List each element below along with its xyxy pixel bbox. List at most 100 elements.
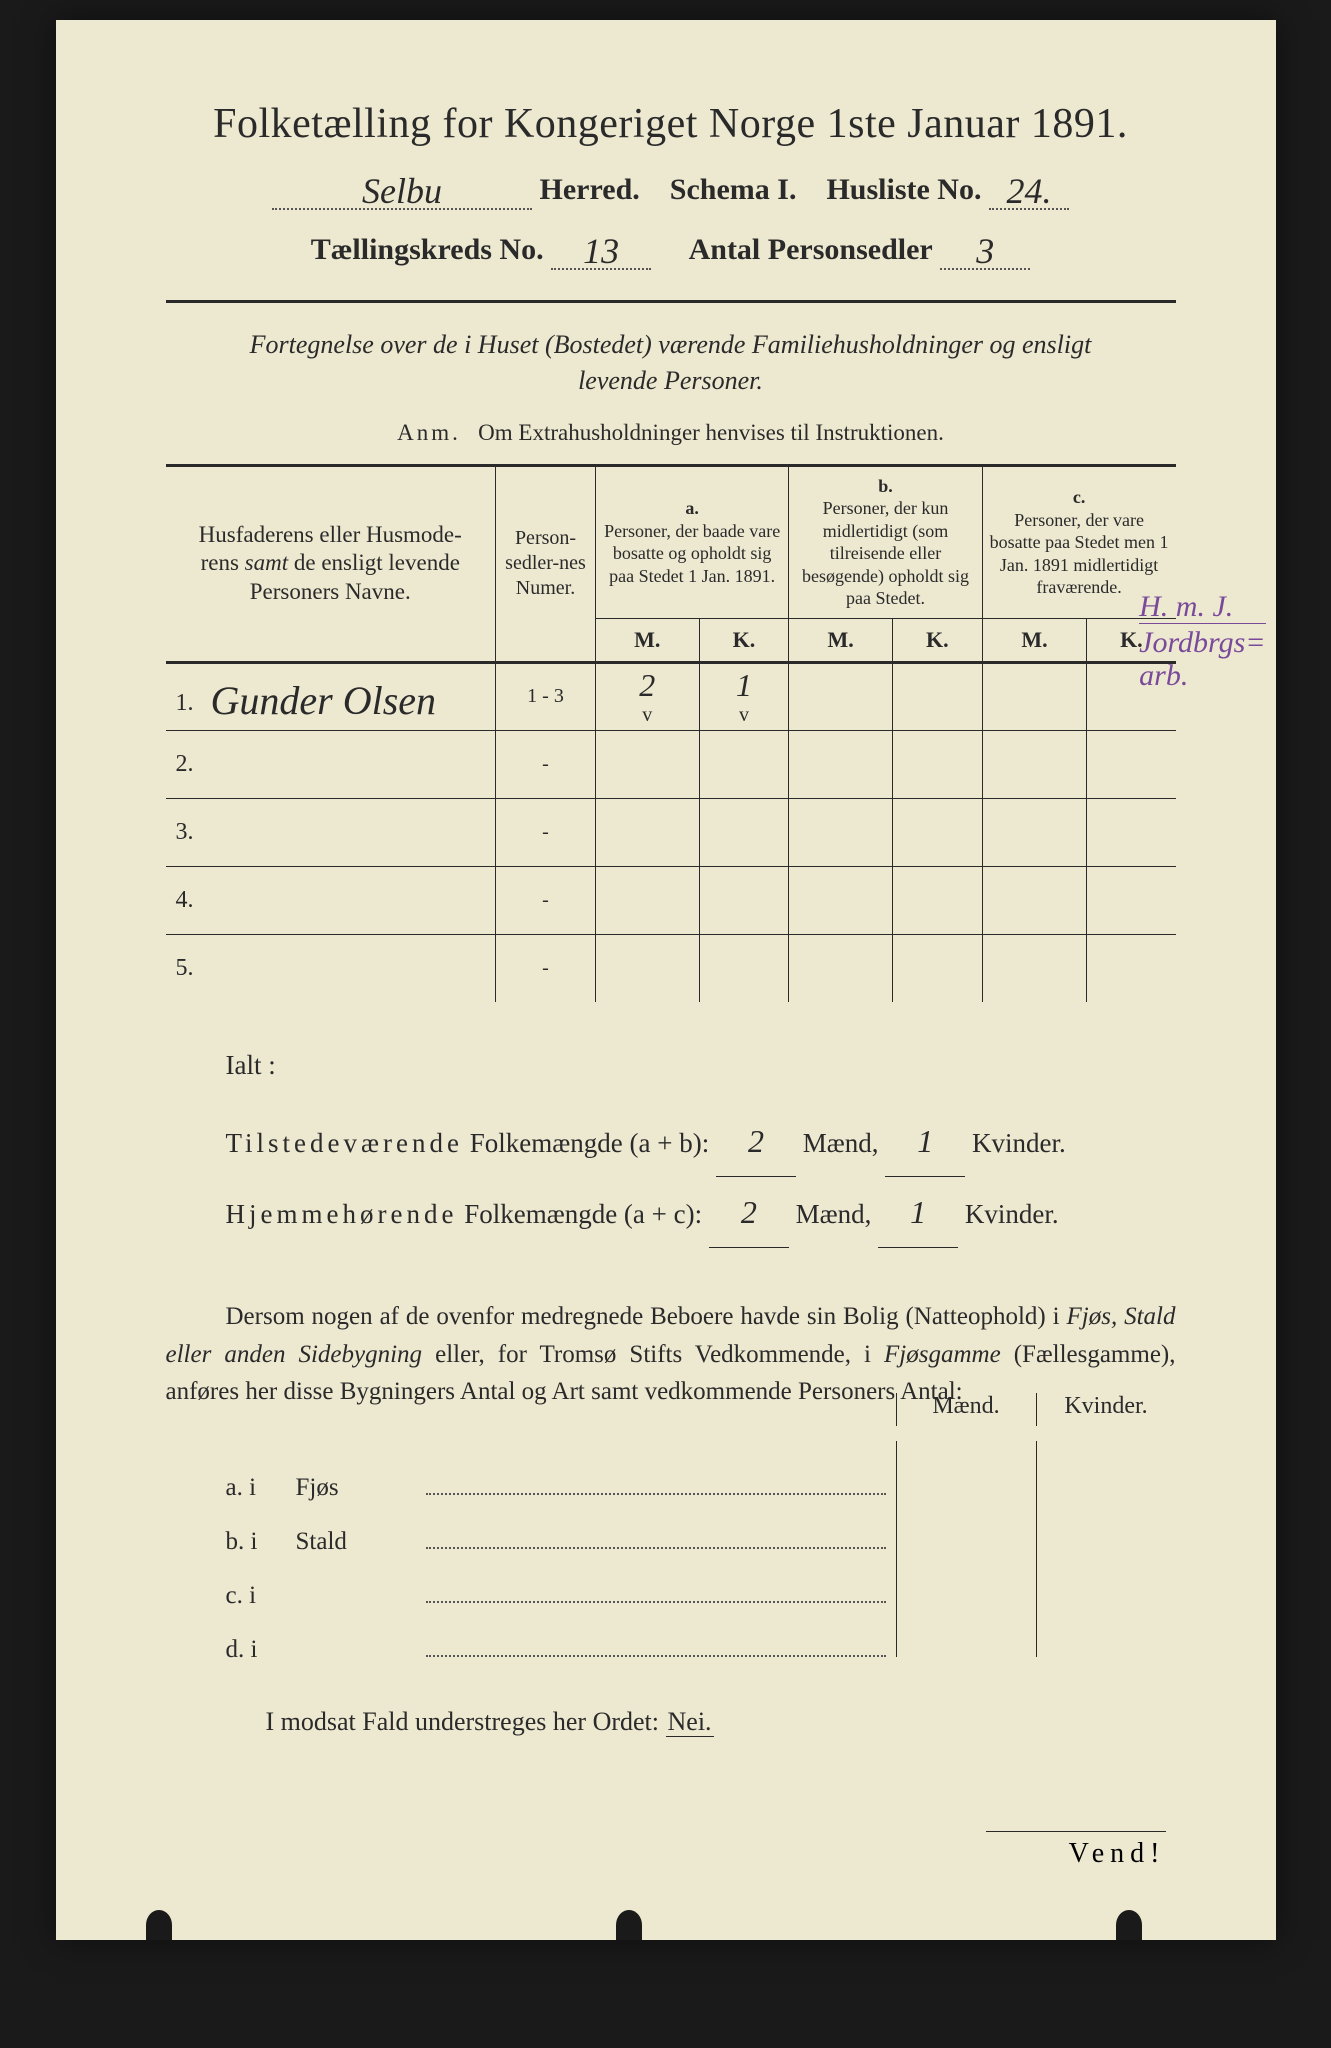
- maend-label: Mænd,: [796, 1199, 872, 1229]
- a-m: M.: [596, 618, 700, 662]
- bm-cell: [789, 662, 893, 730]
- header-line-3: Tællingskreds No. 13 Antal Personsedler …: [166, 226, 1176, 270]
- ialt-r2k: 1: [910, 1194, 926, 1230]
- herred-handwritten: Selbu: [362, 171, 442, 211]
- nei-pre: I modsat Fald understreges her Ordet:: [266, 1707, 660, 1736]
- subtitle: Fortegnelse over de i Huset (Bostedet) v…: [166, 327, 1176, 400]
- c-m: M.: [982, 618, 1087, 662]
- anm-text: Om Extrahusholdninger henvises til Instr…: [478, 420, 944, 445]
- ialt-r1-label: Tilstedeværende: [226, 1128, 464, 1158]
- b-label: b.: [878, 476, 893, 496]
- abcd-row-c: c. i: [226, 1549, 1176, 1603]
- ialt-block: Ialt : Tilstedeværende Folkemængde (a + …: [226, 1036, 1176, 1248]
- kvinder-label: Kvinder.: [972, 1128, 1066, 1158]
- a-k: K.: [699, 618, 789, 662]
- ck-cell: [1087, 798, 1176, 866]
- am-cell: [596, 798, 700, 866]
- header-line-2: Selbu Herred. Schema I. Husliste No. 24.: [166, 166, 1176, 210]
- am-cell: [596, 866, 700, 934]
- schema-label: Schema I.: [670, 173, 797, 206]
- a-label: a.: [685, 498, 699, 518]
- main-title: Folketælling for Kongeriget Norge 1ste J…: [166, 100, 1176, 148]
- col-numer-head: Person-sedler-nes Numer.: [496, 465, 596, 662]
- nei-line: I modsat Fald understreges her Ordet: Ne…: [266, 1707, 1176, 1737]
- subtitle-l1: Fortegnelse over de i Huset (Bostedet) v…: [250, 330, 1092, 359]
- ialt-r2-label: Hjemmehørende: [226, 1199, 458, 1229]
- table-row: 5. -: [166, 934, 1176, 1002]
- dots: [426, 1475, 886, 1495]
- ak-val: 1: [736, 667, 752, 703]
- mk-cols: [896, 1603, 1176, 1657]
- husliste-label: Husliste No.: [826, 173, 981, 206]
- ialt-r1m: 2: [748, 1123, 764, 1159]
- table-row: 2. -: [166, 730, 1176, 798]
- anm-line: Anm. Om Extrahusholdninger henvises til …: [166, 420, 1176, 446]
- ak-cell: [699, 730, 789, 798]
- ialt-row-2: Hjemmehørende Folkemængde (a + c): 2 Mæn…: [226, 1177, 1176, 1248]
- bm-cell: [789, 934, 893, 1002]
- dots: [426, 1583, 886, 1603]
- table-row: 3. -: [166, 798, 1176, 866]
- anm-prefix: Anm.: [397, 420, 461, 445]
- ialt-r2m: 2: [741, 1194, 757, 1230]
- numer-cell: -: [496, 798, 596, 866]
- tear-mark: [1116, 1910, 1142, 1940]
- ialt-r1k: 1: [917, 1123, 933, 1159]
- subtitle-l2: levende Personer.: [578, 366, 763, 395]
- tear-mark: [146, 1910, 172, 1940]
- cm-cell: [982, 934, 1087, 1002]
- table-row: 4. -: [166, 866, 1176, 934]
- cm-cell: [982, 866, 1087, 934]
- tear-mark: [616, 1910, 642, 1940]
- bk-cell: [892, 730, 982, 798]
- maend-label: Mænd,: [803, 1128, 879, 1158]
- ck-cell: [1087, 730, 1176, 798]
- purple-l2: Jordbrgs=: [1139, 623, 1265, 659]
- herred-label: Herred.: [540, 173, 640, 206]
- bk-cell: [892, 934, 982, 1002]
- am-check: v: [642, 704, 652, 726]
- abcd-a-lbl: a. i: [226, 1474, 296, 1502]
- row-num: 5.: [176, 955, 206, 982]
- bm-cell: [789, 866, 893, 934]
- kreds-label: Tællingskreds No.: [311, 233, 544, 266]
- row-num: 3.: [176, 819, 206, 846]
- col-b-head: b. Personer, der kun midlertidigt (som t…: [789, 465, 982, 618]
- ak-cell: 1 v: [699, 662, 789, 730]
- am-cell: 2 v: [596, 662, 700, 730]
- purple-annotation: H. m. J. Jordbrgs= arb.: [1139, 590, 1265, 692]
- ak-check: v: [739, 704, 749, 726]
- kreds-no: 13: [583, 231, 619, 271]
- abcd-d-lbl: d. i: [226, 1636, 296, 1664]
- mk-header: Mænd. Kvinder.: [896, 1393, 1176, 1426]
- kvinder-head: Kvinder.: [1036, 1393, 1176, 1426]
- mk-cols: [896, 1495, 1176, 1549]
- nei-word: Nei.: [666, 1707, 714, 1737]
- dots: [426, 1529, 886, 1549]
- name-hand: Gunder Olsen: [211, 678, 437, 723]
- ialt-heading: Ialt :: [226, 1036, 1176, 1095]
- numer-cell: 1 - 3: [496, 662, 596, 730]
- abcd-b-lbl2: Stald: [296, 1528, 426, 1556]
- purple-l3: arb.: [1139, 659, 1188, 692]
- am-cell: [596, 730, 700, 798]
- abcd-a-lbl2: Fjøs: [296, 1474, 426, 1502]
- numer-cell: -: [496, 866, 596, 934]
- ak-cell: [699, 934, 789, 1002]
- b-k: K.: [892, 618, 982, 662]
- abcd-row-b: b. i Stald: [226, 1495, 1176, 1549]
- ck-cell: [1087, 934, 1176, 1002]
- a-text: Personer, der baade vare bosatte og opho…: [604, 521, 780, 586]
- cm-cell: [982, 662, 1087, 730]
- abcd-b-lbl: b. i: [226, 1528, 296, 1556]
- husliste-no: 24.: [1006, 171, 1051, 211]
- kvinder-label: Kvinder.: [965, 1199, 1059, 1229]
- census-form-page: Folketælling for Kongeriget Norge 1ste J…: [56, 20, 1276, 1940]
- numer-cell: -: [496, 730, 596, 798]
- cm-cell: [982, 798, 1087, 866]
- col-a-head: a. Personer, der baade vare bosatte og o…: [596, 465, 789, 618]
- abcd-block: Mænd. Kvinder. a. i Fjøs b. i Stald c. i…: [226, 1441, 1176, 1657]
- ialt-row-1: Tilstedeværende Folkemængde (a + b): 2 M…: [226, 1106, 1176, 1177]
- abcd-row-a: a. i Fjøs: [226, 1441, 1176, 1495]
- bk-cell: [892, 662, 982, 730]
